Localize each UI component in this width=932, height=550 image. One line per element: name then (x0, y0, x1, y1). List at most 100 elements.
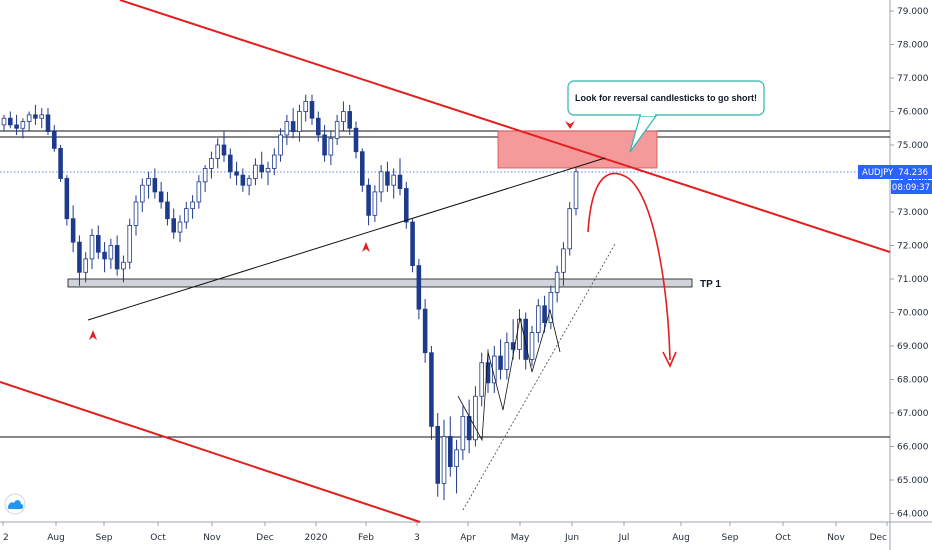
candle-bullish (517, 318, 522, 350)
price-axis-ticks: 79.000 78.000 77.000 76.000 75.000 74.000 73.0… (890, 7, 929, 520)
candle-bearish (240, 174, 246, 186)
candle-bearish (58, 147, 63, 179)
candle-bullish (473, 395, 478, 441)
candle-bullish (378, 171, 384, 193)
candle-bullish (554, 271, 560, 293)
candle-bearish (416, 265, 422, 310)
marker-arrow-up-icon (89, 330, 97, 340)
candle-bearish (171, 218, 176, 233)
candle-bullish (284, 121, 290, 136)
marker-arrow-down-icon (565, 121, 575, 129)
candle-bullish (133, 201, 139, 226)
candle-bearish (397, 174, 403, 189)
projection-curve (587, 172, 671, 361)
candle-bearish (227, 154, 233, 173)
price-tick-label: 69.000 (897, 342, 929, 352)
candle-bullish (504, 342, 510, 370)
candle-bearish (385, 171, 390, 186)
candle-bullish (83, 258, 89, 273)
candle-bearish (422, 308, 428, 354)
pattern-lines (457, 308, 561, 442)
cloud-icon[interactable] (8, 500, 24, 509)
candle-bearish (435, 425, 441, 484)
candle-bullish (297, 111, 302, 133)
price-tick-label: 66.000 (897, 443, 929, 453)
candle-bearish (466, 415, 472, 441)
candle-bearish (315, 117, 321, 136)
price-tick-label: 75.000 (897, 141, 929, 151)
time-tick-label: Aug (47, 533, 65, 543)
descending-trendline-upper (119, 0, 891, 253)
time-tick-label: Nov (203, 533, 221, 543)
callout: Look for reversal candlesticks to go sho… (567, 80, 765, 153)
candle-bullish (529, 332, 535, 360)
candle-bullish (265, 168, 271, 173)
dotted-uptrend-line (462, 243, 616, 511)
candle-bearish (221, 144, 227, 156)
candle-bearish (70, 218, 76, 243)
candle-bullish (454, 449, 459, 468)
callout-text: Look for reversal candlesticks to go sho… (575, 93, 757, 103)
candle-bullish (246, 178, 252, 186)
candle-bullish (479, 362, 485, 397)
candle-bearish (14, 124, 19, 129)
tp1-label: TP 1 (700, 279, 721, 290)
time-tick-label: Jul (618, 533, 630, 543)
candle-bullish (183, 208, 189, 223)
candle-bearish (359, 151, 365, 186)
countdown-tag (891, 180, 932, 194)
candle-bullish (567, 208, 572, 250)
candle-bearish (158, 191, 164, 203)
time-tick-label: Apr (460, 533, 476, 543)
candle-bearish (498, 355, 503, 370)
candle-bearish (33, 114, 38, 119)
marker-arrow-up-icon-2 (362, 242, 370, 252)
candle-bullish (391, 174, 397, 186)
price-tick-label: 79.000 (897, 7, 929, 17)
candlestick-series (1, 94, 579, 501)
symbol-label: AUDJPY (862, 168, 894, 178)
candle-bullish (196, 181, 202, 203)
time-axis-ticks: 2 Aug Sep Oct Nov Dec 2020 Feb 3 Apr May Jun Jul Aug S… (2, 522, 888, 543)
countdown-label: 08:09:37 (892, 183, 930, 193)
candle-bullish (372, 191, 378, 216)
time-tick-label: Oct (150, 533, 166, 543)
candle-bearish (366, 184, 371, 216)
candle-bearish (7, 117, 13, 126)
candle-bearish (114, 245, 120, 270)
candle-bearish (102, 251, 107, 260)
candle-bullish (328, 137, 334, 156)
time-tick-label: Oct (775, 533, 791, 543)
candle-bullish (334, 121, 340, 139)
time-tick-label: Nov (827, 533, 845, 543)
candle-bearish (322, 134, 327, 156)
candle-bullish (139, 184, 145, 203)
candle-bullish (89, 235, 95, 260)
time-tick-label: Feb (358, 533, 374, 543)
candle-bearish (403, 188, 409, 223)
candle-bullish (573, 171, 579, 210)
candle-bearish (259, 164, 265, 173)
tradingview-logo[interactable] (4, 493, 26, 515)
time-tick-label: Dec (870, 533, 887, 543)
price-tick-label: 76.000 (897, 108, 929, 118)
price-tick-label: 78.000 (897, 41, 929, 51)
candle-bullish (253, 164, 258, 179)
candle-bearish (542, 305, 547, 323)
time-tick-label: Aug (672, 533, 690, 543)
time-tick-label: 2 (3, 533, 9, 543)
candle-bearish (485, 362, 491, 384)
descending-trendline-lower (0, 381, 421, 523)
price-tick-label: 73.000 (897, 208, 929, 218)
price-tick-label: 67.000 (897, 409, 929, 419)
price-tick-label: 68.000 (897, 376, 929, 386)
candle-bearish (429, 352, 434, 427)
candle-bullish (202, 168, 208, 183)
candle-bullish (177, 221, 183, 233)
candle-bearish (410, 221, 415, 267)
price-tick-label: 72.000 (897, 242, 929, 252)
time-tick-label: Jun (564, 533, 579, 543)
time-tick-label: 2020 (305, 533, 328, 543)
